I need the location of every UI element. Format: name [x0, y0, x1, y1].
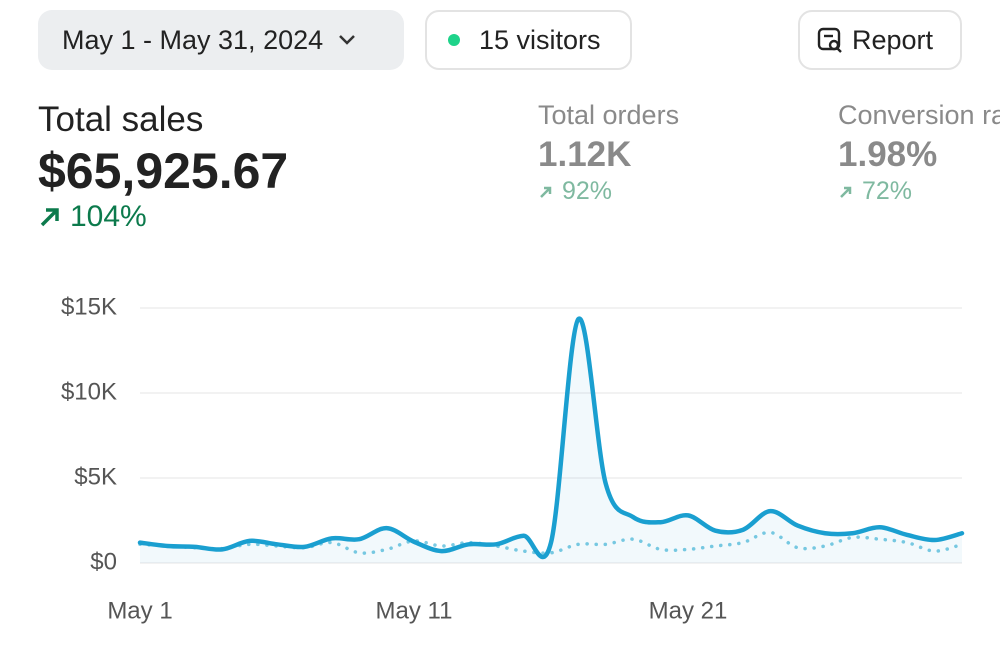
date-range: May 1 - May 31, 2024 [62, 24, 324, 55]
metric-value: 1.12K [538, 135, 632, 174]
up-arrow-icon [840, 186, 852, 198]
metric-change-row: 104% [38, 200, 288, 234]
report-button[interactable]: Report [798, 10, 962, 70]
x-tick-label: May 11 [376, 597, 453, 624]
up-arrow-icon [540, 186, 552, 198]
metric-label: Total sales [38, 100, 204, 139]
y-tick-label: $15K [61, 293, 117, 320]
metric-change-row: 92% [538, 177, 679, 206]
metric-change-row: 72% [838, 177, 1000, 206]
report: Report [852, 24, 934, 55]
metric-total-sales[interactable]: Total sales $65,925.67 104% [38, 100, 288, 234]
y-tick-label: $5K [74, 463, 117, 490]
visitors-button[interactable]: 15 visitors [425, 10, 632, 70]
metric-value: 1.98% [838, 135, 938, 174]
metric-change: 92% [562, 177, 613, 205]
live-dot [448, 34, 460, 46]
metric-value: $65,925.67 [38, 143, 289, 199]
y-tick-label: $0 [90, 548, 117, 575]
up-arrow-icon [40, 208, 59, 227]
metric-change: 72% [862, 177, 913, 205]
date-range-button[interactable]: May 1 - May 31, 2024 [38, 10, 404, 70]
x-tick-label: May 1 [107, 597, 172, 624]
visitors: 15 visitors [479, 24, 601, 55]
metric-change: 104% [70, 200, 147, 233]
metric-conversion-rate[interactable]: Conversion rate 1.98% 72% [838, 100, 1000, 206]
report-icon [817, 27, 842, 53]
line [137, 316, 965, 560]
y-tick-label: $10K [61, 378, 117, 405]
metric-label: Conversion rate [838, 100, 1000, 130]
metric-label: Total orders [538, 100, 680, 130]
x-tick-label: May 21 [649, 597, 728, 624]
area [140, 318, 962, 563]
chevron-icon [339, 35, 356, 45]
metric-total-orders[interactable]: Total orders 1.12K 92% [538, 100, 679, 206]
